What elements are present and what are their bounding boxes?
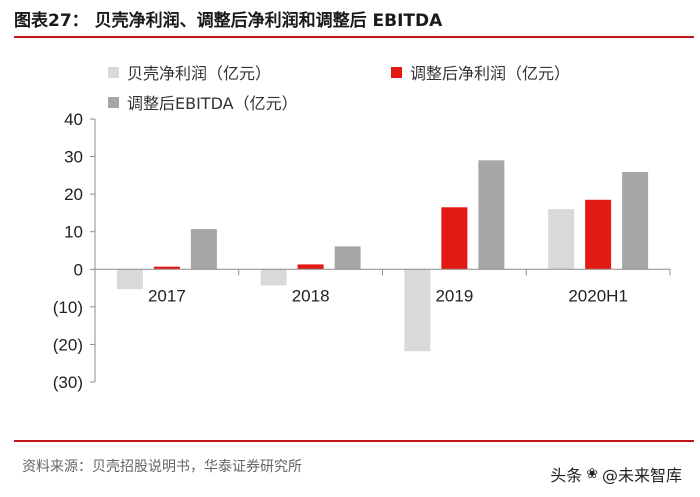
watermark-prefix: 头条: [550, 466, 583, 485]
bar-adjusted-ebitda-2018: [334, 246, 361, 270]
watermark: 头条 ❀ @未来智库: [550, 462, 682, 486]
y-tick-label: (10): [53, 298, 83, 317]
legend-item-adjusted-net-profit: 调整后净利润（亿元）: [391, 61, 570, 83]
x-tick-label: 2017: [148, 286, 186, 305]
x-tick-label: 2018: [292, 286, 330, 305]
legend-label-adjusted-net-profit: 调整后净利润（亿元）: [410, 64, 571, 83]
x-tick-label: 2020H1: [568, 286, 628, 305]
legend-item-net-profit: 贝壳净利润（亿元）: [108, 61, 271, 83]
y-tick-label: 20: [64, 185, 83, 204]
legend-swatch-net-profit: [108, 66, 119, 78]
bar-adjusted-ebitda-2019: [478, 160, 505, 270]
bar-adjusted-net-profit-2019: [441, 207, 468, 270]
chart-legend: 贝壳净利润（亿元） 调整后净利润（亿元） 调整后EBITDA（亿元）: [0, 0, 700, 120]
legend-swatch-adjusted-net-profit: [391, 66, 402, 78]
y-tick-label: 0: [74, 260, 83, 279]
title-divider: [14, 36, 694, 38]
bar-adjusted-net-profit-2018: [297, 264, 324, 270]
source-note: 资料来源：贝壳招股说明书，华泰证券研究所: [22, 459, 302, 475]
bar-net-profit-2017: [116, 269, 143, 290]
legend-label-net-profit: 贝壳净利润（亿元）: [127, 64, 272, 83]
legend-swatch-adjusted-ebitda: [108, 96, 119, 108]
x-tick-label: 2019: [435, 286, 473, 305]
legend-item-adjusted-ebitda: 调整后EBITDA（亿元）: [108, 91, 298, 113]
bar-chart: 40 30 20 10 0 (10) (20) (30) 2017 2018 2019 2020H1: [53, 110, 671, 392]
y-tick-label: 30: [64, 148, 83, 167]
watermark-name: @未来智库: [601, 466, 682, 485]
figure-title: 图表27： 贝壳净利润、调整后净利润和调整后 EBITDA: [14, 11, 443, 31]
bar-adjusted-net-profit-2017: [153, 266, 180, 270]
bar-net-profit-2019: [404, 269, 431, 352]
footer-divider: [14, 440, 694, 442]
bar-adjusted-ebitda-2017: [190, 229, 217, 270]
bar-adjusted-net-profit-2020h1: [585, 199, 612, 270]
bar-adjusted-ebitda-2020h1: [622, 171, 649, 270]
bar-net-profit-2020h1: [548, 209, 575, 270]
y-tick-label: 10: [64, 223, 83, 242]
y-tick-label: 40: [64, 110, 83, 129]
y-tick-label: (20): [53, 335, 83, 354]
legend-label-adjusted-ebitda: 调整后EBITDA（亿元）: [127, 94, 298, 113]
y-tick-label: (30): [53, 373, 83, 392]
bar-net-profit-2018: [260, 269, 287, 286]
watermark-logo-icon: ❀: [586, 466, 598, 482]
